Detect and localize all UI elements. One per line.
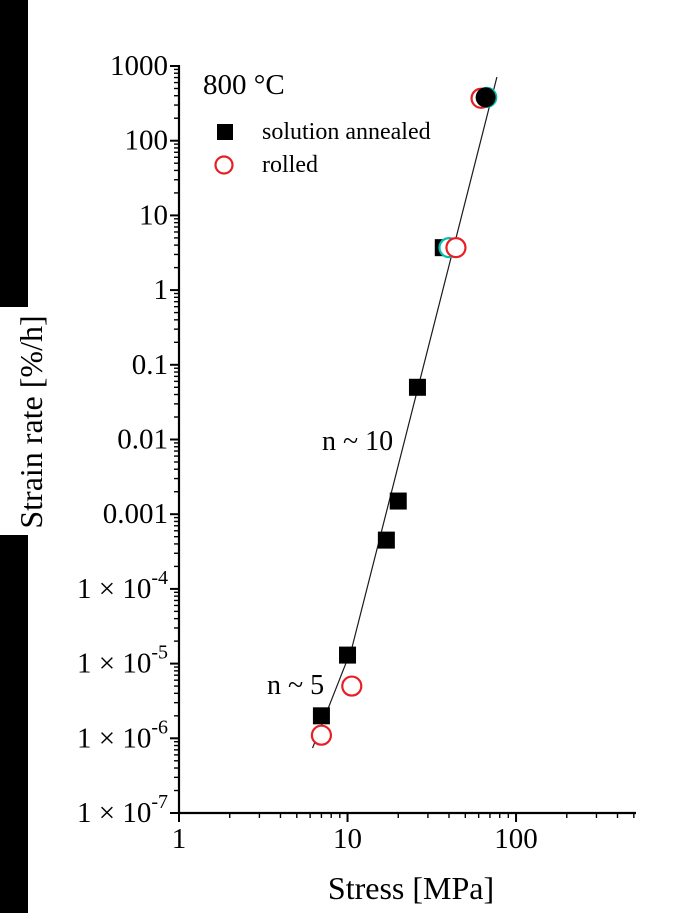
slope-annotation-upper: n ~ 10 (322, 426, 393, 457)
y-axis-tick-label: 10 (139, 199, 168, 231)
y-axis-tick-label: 0.001 (103, 498, 168, 530)
legend-label-rolled: rolled (262, 152, 318, 178)
y-axis-tick-label: 100 (125, 125, 169, 157)
x-axis-title: Stress [MPa] (328, 870, 494, 906)
solution-annealed-point (339, 646, 357, 664)
legend: solution annealed rolled (214, 119, 431, 178)
legend-label-solution-annealed: solution annealed (262, 119, 431, 145)
solution-annealed-point (312, 707, 330, 725)
left-black-bar-lower (0, 535, 28, 913)
legend-marker-rolled (214, 155, 234, 175)
x-axis-tick-label: 1 (172, 823, 187, 855)
rolled-point (341, 675, 363, 697)
y-axis-title: Strain rate [%/h] (13, 315, 49, 528)
y-axis-tick-label: 0.01 (117, 424, 168, 456)
y-axis-tick-label: 1 × 10-5 (77, 642, 168, 680)
plot-layer: 1 10 100 1000 100 10 1 0.1 0.01 0.001 1 × 10-4 1 × … (77, 50, 635, 855)
y-axis-tick-label: 1 × 10-7 (77, 791, 168, 829)
x-axis-tick-label: 10 (333, 823, 362, 855)
left-black-bar-upper (0, 0, 28, 307)
solution-annealed-point (475, 87, 496, 108)
solution-annealed-point (408, 378, 426, 396)
slope-annotation-lower: n ~ 5 (267, 670, 324, 701)
solution-annealed-point (389, 492, 407, 510)
y-axis-tick-label: 1 × 10-6 (77, 716, 168, 754)
x-axis-tick-label: 100 (494, 823, 538, 855)
solution-annealed-point (377, 531, 395, 549)
rolled-point (445, 237, 467, 259)
y-axis-tick-label: 1 (154, 274, 169, 306)
rolled-point (310, 724, 333, 746)
legend-marker-solution-annealed (217, 124, 233, 140)
y-axis-tick-label: 0.1 (132, 349, 168, 381)
y-axis-tick-label: 1000 (110, 50, 168, 82)
temperature-annotation: 800 °C (203, 69, 285, 101)
y-axis-tick-label: 1 × 10-4 (77, 567, 168, 605)
